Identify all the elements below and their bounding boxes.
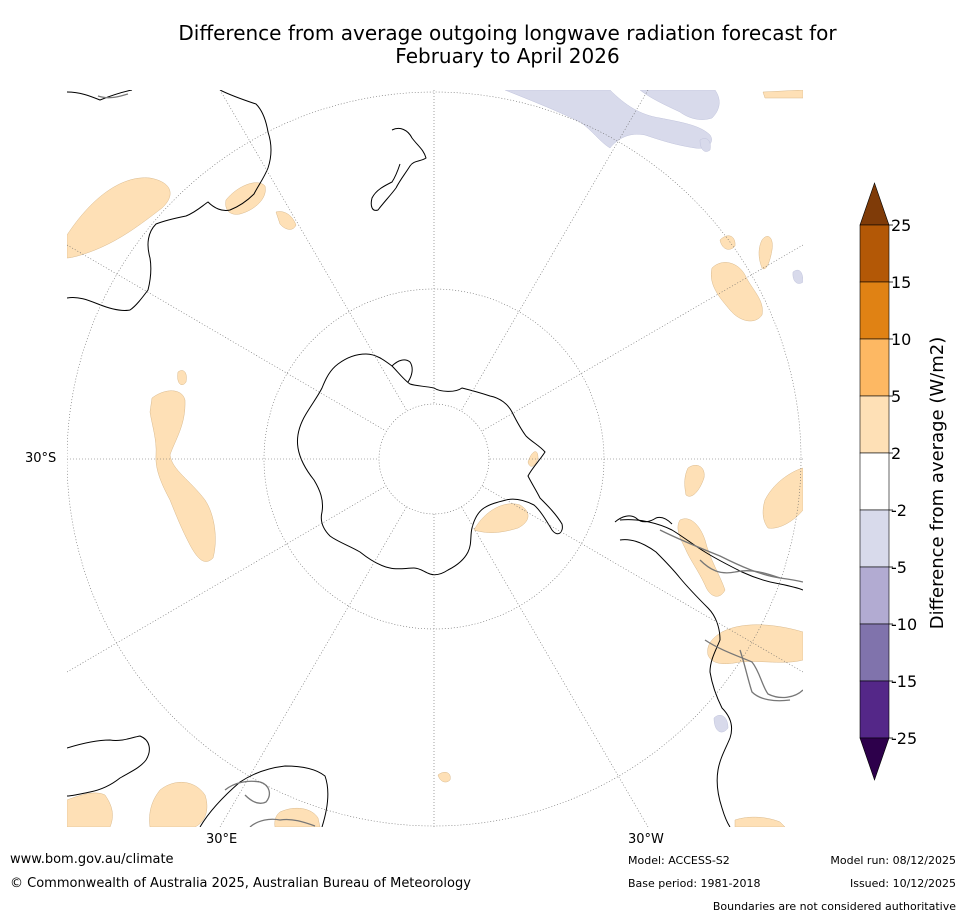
boundary-new-zealand-top (97, 93, 129, 99)
colorbar-tick-label: -25 (891, 729, 917, 748)
lon-label-30w: 30°W (628, 832, 664, 847)
anomaly-region-new-zealand-south (274, 807, 321, 827)
anomaly-region-madagascar (275, 211, 297, 230)
anomaly-region-top-right (762, 90, 803, 99)
boundary-south-america-3 (704, 639, 803, 699)
anomaly-region-pacific-small (719, 235, 736, 250)
colorbar-band-bm25_m15 (859, 680, 890, 739)
meridian-9 (481, 485, 803, 673)
coastline-antarctic-peninsula-top (391, 359, 413, 383)
colorbar-tick-label: -15 (891, 672, 917, 691)
colorbar-band-bm15_m10 (859, 623, 890, 682)
colorbar-band-b2_5 (859, 395, 890, 454)
colorbar-band-b15_25 (859, 224, 890, 283)
website-text: www.bom.gov.au/climate (10, 852, 174, 867)
meridian-12 (460, 90, 649, 412)
meridian-8 (460, 505, 649, 827)
base-period-text: Base period: 1981-2018 (628, 877, 761, 890)
colorbar-band-b5_10 (859, 338, 890, 397)
anomaly-region-africa-west (734, 816, 786, 827)
anomaly-region-atlantic-east (684, 465, 705, 497)
boundary-south-america-1 (659, 529, 803, 583)
negative-anomaly-regions (504, 90, 803, 733)
colorbar-extend-under (859, 737, 890, 781)
coastline-south-america (619, 519, 803, 827)
anomaly-region-south-america (677, 518, 726, 597)
anomaly-region-indian-ocean (149, 390, 216, 562)
coastline-new-zealand-north (391, 127, 427, 189)
colorbar-band-b10_15 (859, 281, 890, 340)
country-boundaries (97, 93, 803, 827)
colorbar-band-bm5_m2 (859, 509, 890, 568)
colorbar-tick-label: -5 (891, 558, 907, 577)
colorbar-label: Difference from average (W/m2) (927, 337, 948, 629)
colorbar-band-bm2_2 (859, 452, 890, 511)
colorbar-tick-label: 15 (891, 273, 911, 292)
title-line-2: February to April 2026 (395, 44, 620, 68)
positive-anomaly-regions (67, 90, 803, 827)
boundary-south-america-4 (739, 649, 791, 702)
coastline-africa-east (199, 765, 329, 827)
map-area (67, 90, 803, 827)
colorbar-tick-label: 2 (891, 444, 901, 463)
coastline-australia (67, 90, 272, 311)
meridian-11 (481, 244, 803, 432)
anomaly-region-australia-south (67, 792, 113, 827)
graticule (67, 90, 803, 827)
negative-region-pacific-small (699, 138, 711, 152)
anomaly-region-indian-ocean-north (177, 370, 187, 385)
colorbar-tick-label: -2 (891, 501, 907, 520)
map-title: Difference from average outgoing longwav… (100, 22, 915, 68)
colorbar-extend-over (859, 182, 890, 226)
lon-label-30e: 30°E (206, 832, 238, 847)
boundary-africa-2 (249, 818, 316, 827)
graticule-circle-inner (378, 403, 490, 515)
coastline-south-america-detail (614, 515, 673, 525)
title-line-1: Difference from average outgoing longwav… (178, 21, 837, 45)
negative-region-pacific-east (792, 269, 803, 284)
lat-label-30s: 30°S (25, 451, 57, 466)
anomaly-region-australia-east (149, 782, 208, 827)
negative-region-top-right (639, 90, 720, 120)
anomaly-region-east-pacific-small (437, 772, 451, 783)
model-text: Model: ACCESS-S2 (628, 854, 730, 867)
anomaly-region-pacific-east (758, 236, 773, 270)
colorbar-band-bm10_m5 (859, 566, 890, 625)
coastline-antarctica (297, 353, 563, 576)
colorbar-tick-label: 5 (891, 387, 901, 406)
coastlines (67, 90, 803, 827)
anomaly-region-antarctic-peninsula (473, 503, 529, 533)
coastline-new-zealand-south (370, 163, 401, 211)
colorbar-tick-label: -10 (891, 615, 917, 634)
anomaly-region-south-atlantic (67, 177, 171, 259)
meridian-6 (219, 505, 408, 827)
anomaly-region-south-america-east (762, 467, 803, 529)
meridian-2 (219, 90, 408, 412)
colorbar-tick-label: 10 (891, 330, 911, 349)
model-run-text: Model run: 08/12/2025 (830, 854, 956, 867)
boundary-south-america-2 (699, 559, 781, 579)
colorbar-tick-label: 25 (891, 216, 911, 235)
copyright-text: © Commonwealth of Australia 2025, Austra… (10, 876, 471, 891)
disclaimer-text: Boundaries are not considered authoritat… (712, 900, 956, 913)
issued-text: Issued: 10/12/2025 (849, 877, 956, 890)
anomaly-region-pacific (710, 262, 763, 322)
boundary-africa-1 (224, 780, 271, 804)
coastline-africa-southern (67, 735, 150, 797)
negative-region-south-pacific (713, 715, 729, 733)
